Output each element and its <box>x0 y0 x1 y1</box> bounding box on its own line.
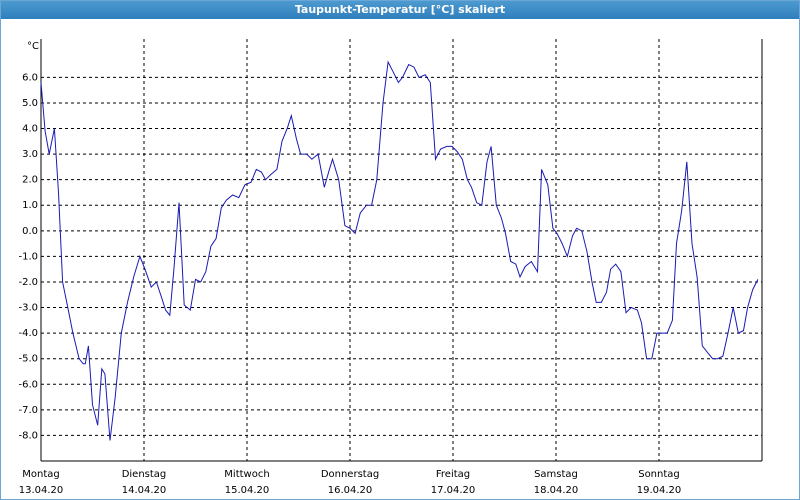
x-tick-date: 18.04.20 <box>534 485 579 496</box>
x-tick-label: Samstag <box>534 469 578 480</box>
y-tick-label: 0.0 <box>22 226 38 237</box>
x-tick-label: Montag <box>22 469 59 480</box>
x-tick-label: Freitag <box>436 469 470 480</box>
chart: °C 6.0 5.0 4.0 3.0 2.0 1.0 0.0 -1.0 -2.0 -3.0 -4.0… <box>18 39 763 496</box>
x-tick-label: Dienstag <box>122 469 167 480</box>
y-tick-label: -2.0 <box>18 277 38 288</box>
y-tick-label: -7.0 <box>18 405 38 416</box>
title-bar: Taupunkt-Temperatur [°C] skaliert <box>1 1 799 19</box>
y-tick-label: -8.0 <box>18 430 38 441</box>
x-tick-label: Mittwoch <box>224 469 269 480</box>
x-tick-date: 19.04.20 <box>637 485 682 496</box>
data-line <box>40 60 759 441</box>
y-tick-label: -5.0 <box>18 354 38 365</box>
unit-label: °C <box>27 41 39 52</box>
y-tick-label: 2.0 <box>22 175 38 186</box>
y-tick-label: -1.0 <box>18 251 38 262</box>
y-tick-label: 6.0 <box>22 72 38 83</box>
y-tick-label: -6.0 <box>18 379 38 390</box>
y-tick-label: 4.0 <box>22 124 38 135</box>
y-tick-label: 3.0 <box>22 149 38 160</box>
x-tick-date: 15.04.20 <box>225 485 270 496</box>
x-tick-label: Sonntag <box>638 469 680 480</box>
y-tick-label: -3.0 <box>18 303 38 314</box>
x-tick-date: 13.04.20 <box>19 485 64 496</box>
x-tick-date: 14.04.20 <box>122 485 167 496</box>
x-tick-date: 17.04.20 <box>431 485 476 496</box>
y-tick-label: 1.0 <box>22 200 38 211</box>
x-tick-date: 16.04.20 <box>328 485 373 496</box>
y-tick-label: 5.0 <box>22 98 38 109</box>
x-tick-label: Donnerstag <box>321 469 379 480</box>
y-tick-label: -4.0 <box>18 328 38 339</box>
